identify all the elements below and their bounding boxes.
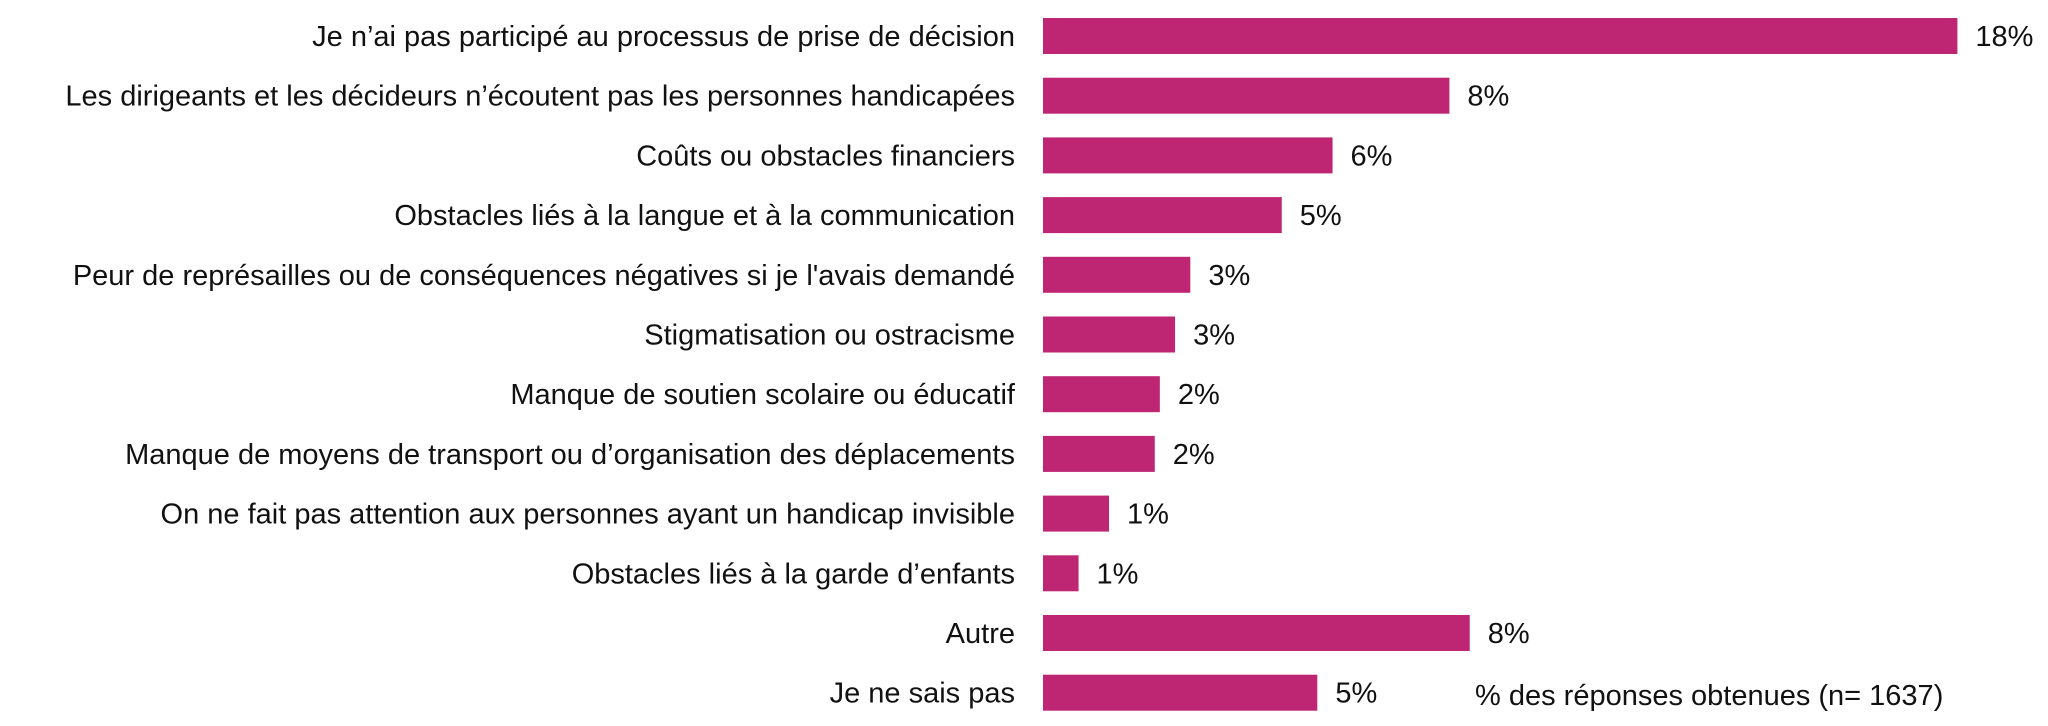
- value-labels: 18%8%6%5%3%3%2%2%1%1%8%5%: [1097, 21, 2034, 710]
- category-label: On ne fait pas attention aux personnes a…: [161, 499, 1015, 531]
- value-label: 1%: [1127, 499, 1169, 531]
- value-label: 6%: [1351, 140, 1393, 172]
- value-label: 3%: [1193, 320, 1235, 352]
- bar: [1043, 77, 1450, 114]
- bar: [1043, 256, 1191, 293]
- value-label: 2%: [1173, 439, 1215, 471]
- category-label: Autre: [946, 618, 1015, 650]
- category-label: Peur de représailles ou de conséquences …: [73, 260, 1015, 292]
- bar: [1043, 137, 1333, 174]
- category-label: Stigmatisation ou ostracisme: [644, 320, 1015, 352]
- value-label: 5%: [1300, 200, 1342, 232]
- chart-note: % des réponses obtenues (n= 1637): [1475, 680, 1943, 712]
- category-label: Obstacles liés à la garde d’enfants: [572, 558, 1015, 590]
- value-label: 8%: [1488, 618, 1530, 650]
- category-label: Obstacles liés à la langue et à la commu…: [394, 200, 1015, 232]
- category-labels: Je n’ai pas participé au processus de pr…: [65, 21, 1016, 710]
- category-label: Manque de soutien scolaire ou éducatif: [510, 379, 1016, 411]
- value-label: 5%: [1335, 678, 1377, 710]
- value-label: 8%: [1467, 81, 1509, 113]
- bar: [1043, 18, 1958, 54]
- bar: [1043, 197, 1282, 234]
- bar: [1043, 376, 1160, 413]
- category-label: Je n’ai pas participé au processus de pr…: [312, 21, 1015, 53]
- category-label: Manque de moyens de transport ou d’organ…: [125, 439, 1015, 471]
- bar: [1043, 435, 1155, 472]
- value-label: 18%: [1975, 21, 2033, 53]
- value-label: 2%: [1178, 379, 1220, 411]
- bar: [1043, 495, 1110, 532]
- value-label: 1%: [1097, 558, 1139, 590]
- category-label: Les dirigeants et les décideurs n’écoute…: [65, 81, 1015, 113]
- bar: [1043, 674, 1318, 711]
- category-label: Coûts ou obstacles financiers: [636, 140, 1015, 172]
- bar: [1043, 555, 1079, 592]
- bar: [1043, 615, 1470, 651]
- bar: [1043, 316, 1176, 353]
- value-label: 3%: [1208, 260, 1250, 292]
- category-label: Je ne sais pas: [830, 678, 1015, 710]
- bars: [1043, 18, 1958, 711]
